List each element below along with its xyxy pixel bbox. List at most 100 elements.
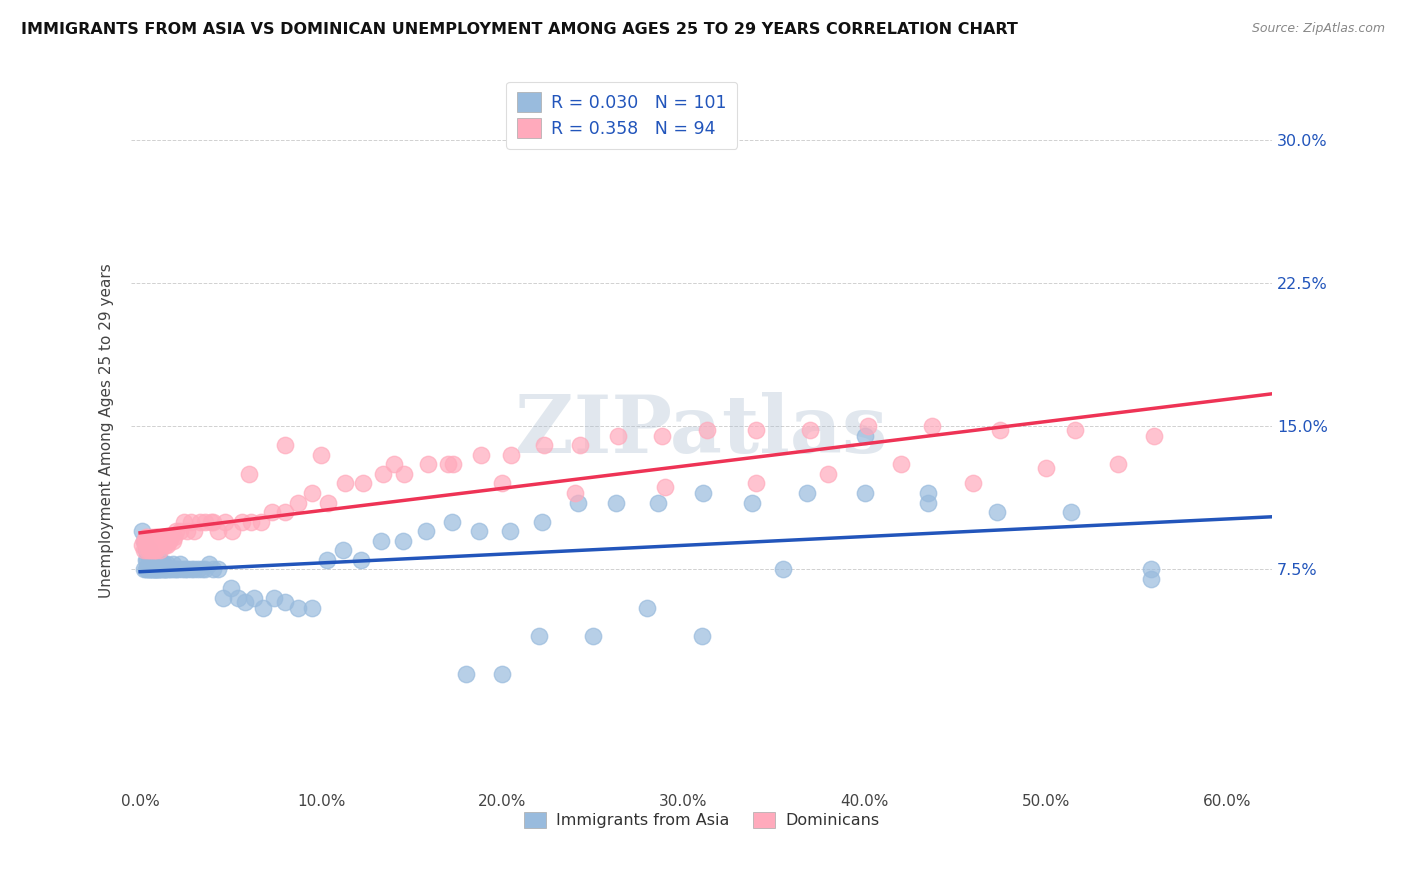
Point bbox=[233, 595, 256, 609]
Point bbox=[142, 562, 165, 576]
Point bbox=[136, 543, 159, 558]
Point bbox=[134, 543, 156, 558]
Point bbox=[207, 524, 229, 538]
Point bbox=[890, 458, 912, 472]
Point bbox=[169, 524, 191, 538]
Point bbox=[148, 530, 170, 544]
Point bbox=[582, 629, 605, 643]
Point bbox=[149, 533, 172, 548]
Point bbox=[173, 515, 195, 529]
Point bbox=[416, 458, 439, 472]
Point bbox=[274, 595, 297, 609]
Point bbox=[692, 486, 714, 500]
Point bbox=[219, 582, 242, 596]
Point bbox=[391, 533, 413, 548]
Point bbox=[201, 515, 224, 529]
Point bbox=[167, 562, 190, 576]
Point bbox=[470, 448, 492, 462]
Point bbox=[350, 553, 373, 567]
Point bbox=[156, 530, 179, 544]
Point bbox=[157, 562, 180, 576]
Point bbox=[274, 438, 297, 452]
Point bbox=[654, 480, 676, 494]
Point bbox=[165, 524, 187, 538]
Point bbox=[165, 562, 187, 576]
Point bbox=[569, 438, 592, 452]
Point bbox=[605, 495, 627, 509]
Point bbox=[176, 562, 198, 576]
Point bbox=[134, 562, 156, 576]
Point bbox=[150, 530, 173, 544]
Point bbox=[437, 458, 460, 472]
Point bbox=[138, 543, 160, 558]
Point bbox=[212, 591, 235, 605]
Point bbox=[1139, 572, 1161, 586]
Point bbox=[131, 537, 153, 551]
Point bbox=[145, 562, 167, 576]
Point bbox=[139, 553, 162, 567]
Point bbox=[394, 467, 416, 481]
Point bbox=[143, 537, 166, 551]
Point bbox=[139, 557, 162, 571]
Point bbox=[145, 557, 167, 571]
Point bbox=[190, 562, 212, 576]
Point bbox=[149, 553, 172, 567]
Point bbox=[274, 505, 297, 519]
Point bbox=[156, 537, 179, 551]
Point bbox=[207, 562, 229, 576]
Point bbox=[145, 543, 167, 558]
Point bbox=[155, 562, 177, 576]
Point bbox=[1060, 505, 1083, 519]
Point bbox=[856, 419, 879, 434]
Point bbox=[145, 562, 167, 576]
Point bbox=[301, 600, 323, 615]
Point bbox=[157, 533, 180, 548]
Point bbox=[155, 537, 177, 551]
Point bbox=[138, 553, 160, 567]
Point bbox=[148, 562, 170, 576]
Point bbox=[139, 562, 162, 576]
Point bbox=[250, 515, 273, 529]
Point bbox=[132, 533, 155, 548]
Point bbox=[370, 533, 392, 548]
Point bbox=[152, 562, 174, 576]
Point bbox=[201, 562, 224, 576]
Point bbox=[441, 458, 464, 472]
Point bbox=[176, 524, 198, 538]
Point bbox=[138, 543, 160, 558]
Point bbox=[150, 557, 173, 571]
Point bbox=[163, 530, 186, 544]
Point bbox=[162, 557, 184, 571]
Point bbox=[651, 428, 673, 442]
Point bbox=[148, 533, 170, 548]
Point bbox=[143, 553, 166, 567]
Point bbox=[741, 495, 763, 509]
Point bbox=[145, 533, 167, 548]
Point bbox=[143, 562, 166, 576]
Point bbox=[156, 557, 179, 571]
Point bbox=[498, 524, 520, 538]
Point bbox=[183, 562, 205, 576]
Point bbox=[132, 533, 155, 548]
Point bbox=[136, 537, 159, 551]
Point bbox=[214, 515, 236, 529]
Point bbox=[163, 562, 186, 576]
Point bbox=[136, 562, 159, 576]
Point bbox=[152, 557, 174, 571]
Point bbox=[139, 533, 162, 548]
Point bbox=[315, 553, 337, 567]
Point bbox=[142, 533, 165, 548]
Point bbox=[352, 476, 374, 491]
Point bbox=[533, 438, 555, 452]
Point bbox=[318, 495, 340, 509]
Point bbox=[332, 543, 354, 558]
Point bbox=[136, 553, 159, 567]
Point bbox=[155, 562, 177, 576]
Point bbox=[138, 562, 160, 576]
Point bbox=[231, 515, 253, 529]
Point bbox=[287, 495, 309, 509]
Point bbox=[772, 562, 794, 576]
Point bbox=[1107, 458, 1129, 472]
Point bbox=[647, 495, 669, 509]
Point bbox=[817, 467, 839, 481]
